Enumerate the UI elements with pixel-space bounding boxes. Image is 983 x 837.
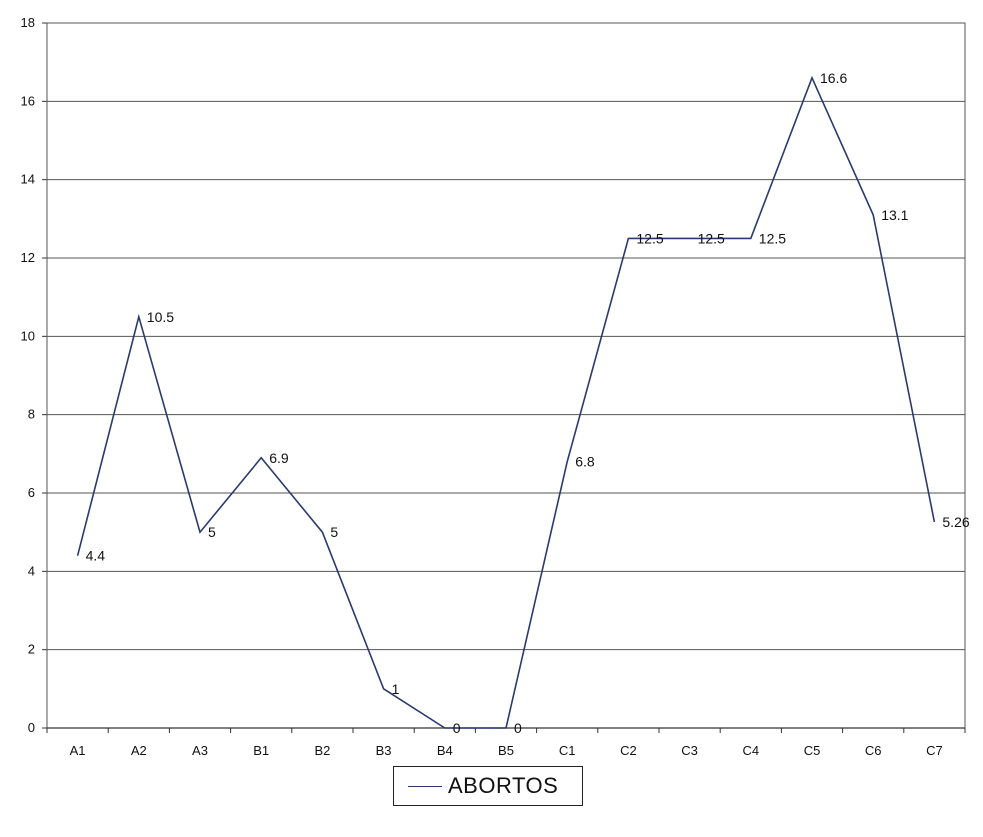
legend-swatch-abortos [408, 785, 442, 787]
x-tick-label-c6: C6 [865, 743, 882, 758]
y-tick-label: 14 [21, 172, 35, 187]
x-tick-label-b4: B4 [437, 743, 453, 758]
x-tick-label-c1: C1 [559, 743, 576, 758]
x-tick-label-a2: A2 [131, 743, 147, 758]
x-tick-label-a3: A3 [192, 743, 208, 758]
series-lines [76, 75, 936, 729]
data-label-c5: 16.6 [820, 70, 847, 86]
x-tick-label-c4: C4 [742, 743, 759, 758]
x-tick-label-b5: B5 [498, 743, 514, 758]
y-tick-label: 0 [28, 720, 35, 735]
x-tick-label-c5: C5 [804, 743, 821, 758]
y-tick-label: 16 [21, 93, 35, 108]
data-label-c3: 12.5 [698, 230, 725, 246]
y-tick-label: 6 [28, 485, 35, 500]
data-label-c7: 5.26 [942, 514, 969, 530]
gridlines [47, 22, 965, 651]
y-tick-label: 18 [21, 15, 35, 30]
y-tick-label: 12 [21, 250, 35, 265]
y-tick-label: 4 [28, 563, 35, 578]
legend: ABORTOS [393, 766, 583, 806]
data-label-a2: 10.5 [147, 309, 174, 325]
x-tick-label-b2: B2 [314, 743, 330, 758]
x-tick-label-c3: C3 [681, 743, 698, 758]
data-label-a1: 4.4 [86, 548, 106, 564]
y-tick-label: 10 [21, 328, 35, 343]
data-label-c2: 12.5 [636, 230, 663, 246]
legend-label-abortos: ABORTOS [448, 773, 559, 798]
plot-area-border [46, 22, 966, 729]
data-label-b5: 0 [514, 720, 522, 736]
data-label-b4: 0 [453, 720, 461, 736]
series-line-abortos [76, 75, 936, 729]
data-label-a3: 5 [208, 524, 216, 540]
data-label-c4: 12.5 [759, 230, 786, 246]
x-tick-label-b3: B3 [376, 743, 392, 758]
data-label-c1: 6.8 [575, 454, 595, 470]
x-tick-label-b1: B1 [253, 743, 269, 758]
data-label-c6: 13.1 [881, 207, 908, 223]
data-label-b2: 5 [330, 524, 338, 540]
data-label-b1: 6.9 [269, 450, 289, 466]
data-label-b3: 1 [392, 681, 400, 697]
x-tick-label-c2: C2 [620, 743, 637, 758]
x-tick-label-a1: A1 [70, 743, 86, 758]
x-tick-label-c7: C7 [926, 743, 943, 758]
y-tick-label: 8 [28, 407, 35, 422]
data-labels: 4.4 10.5 5 6.9 5 1 0 0 6.8 12.5 12.5 12.5 16.6 13.1 5.… [86, 70, 970, 736]
y-tick-label: 2 [28, 642, 35, 657]
